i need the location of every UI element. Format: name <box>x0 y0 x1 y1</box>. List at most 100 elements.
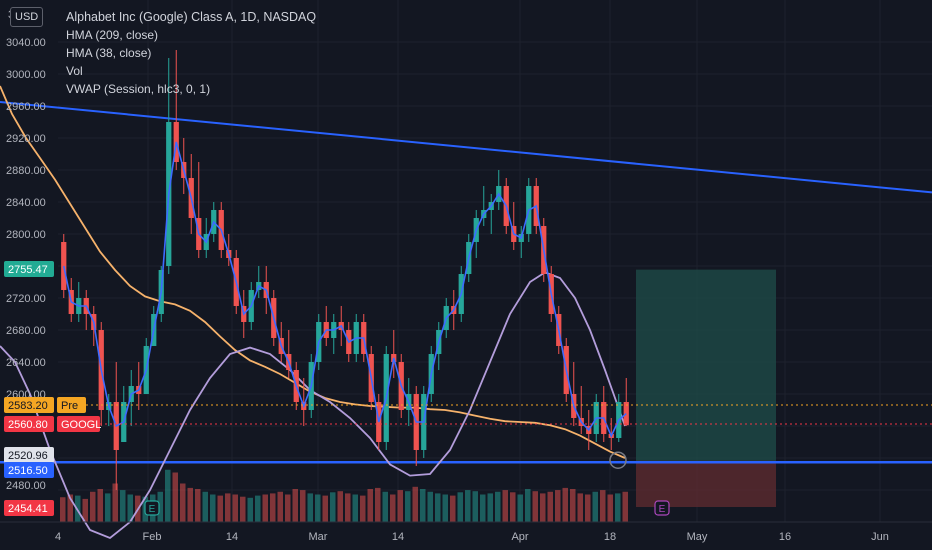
volume-bar <box>165 469 171 522</box>
earnings-marker <box>654 500 670 516</box>
volume-bar <box>622 491 628 522</box>
volume-bar <box>292 489 298 522</box>
time-axis-tick: Jun <box>871 531 889 543</box>
tag-premarket <box>4 397 54 413</box>
volume-bar <box>322 495 328 522</box>
volume-bar <box>210 494 216 522</box>
tag-stop <box>4 500 54 516</box>
price-axis-tick: 2640.00 <box>6 357 46 369</box>
volume-bar <box>307 493 313 522</box>
volume-bar <box>570 489 576 522</box>
volume-bar <box>517 494 523 522</box>
tag-entry <box>4 462 54 478</box>
volume-bar <box>285 494 291 522</box>
volume-bar <box>277 491 283 522</box>
tag-premarket-value: 2583.20 <box>8 400 48 412</box>
volume-bar <box>532 491 538 522</box>
volume-bar <box>187 487 193 522</box>
volume-bar <box>585 494 591 522</box>
volume-bar <box>337 491 343 522</box>
volume-bar <box>382 491 388 522</box>
volume-bar <box>577 493 583 522</box>
legend-volume[interactable]: Vol <box>66 64 83 78</box>
volume-bar <box>300 490 306 522</box>
trend-line <box>0 101 932 194</box>
price-axis-tick: 3040.00 <box>6 37 46 49</box>
symbol-title[interactable]: Alphabet Inc (Google) Class A, 1D, NASDA… <box>66 10 317 24</box>
volume-bar <box>352 494 358 522</box>
volume-bar <box>502 490 508 522</box>
volume-bar <box>592 491 598 522</box>
tag-premarket-label: Pre <box>61 400 78 412</box>
time-axis-tick: 16 <box>779 531 791 543</box>
position-target-zone <box>636 269 776 461</box>
earnings-marker-label: E <box>659 504 666 515</box>
marker-circle <box>609 451 627 469</box>
price-axis-tick: 2480.00 <box>6 480 46 492</box>
price-axis-tick: 2920.00 <box>6 133 46 145</box>
volume-bar <box>202 491 208 522</box>
volume-bar <box>562 487 568 522</box>
vwap-line <box>62 141 627 438</box>
price-axis-tick: 2800.00 <box>6 229 46 241</box>
tag-last-label-bg <box>57 416 100 432</box>
volume-bar <box>472 491 478 522</box>
volume-bar <box>450 495 456 522</box>
time-axis-tick: 18 <box>604 531 616 543</box>
volume-bar <box>600 490 606 522</box>
volume-bar <box>157 491 163 522</box>
volume-bar <box>240 496 246 522</box>
tag-target <box>4 261 54 277</box>
volume-bar <box>225 493 231 522</box>
time-axis-tick: Mar <box>309 531 328 543</box>
time-axis-tick: Apr <box>511 531 528 543</box>
tag-hline-value: 2520.96 <box>8 450 48 462</box>
volume-bar <box>195 489 201 522</box>
volume-bar <box>120 490 126 522</box>
volume-bar <box>465 490 471 522</box>
volume-bar <box>427 491 433 522</box>
volume-bar <box>270 493 276 522</box>
volume-bar <box>540 493 546 522</box>
volume-bar <box>487 493 493 522</box>
volume-bar <box>442 494 448 522</box>
price-axis-tick: 2960.00 <box>6 101 46 113</box>
volume-bar <box>90 491 96 522</box>
legend-vwap[interactable]: VWAP (Session, hlc3, 0, 1) <box>66 82 211 96</box>
legend-hma-38[interactable]: HMA (38, close) <box>66 46 152 60</box>
volume-bar <box>255 495 261 522</box>
time-axis-tick: 4 <box>55 531 61 543</box>
volume-bar <box>180 483 186 522</box>
earnings-marker <box>144 500 160 516</box>
volume-bar <box>375 487 381 522</box>
volume-bar <box>457 492 463 522</box>
volume-bar <box>247 497 253 522</box>
position-stop-zone <box>636 460 776 507</box>
time-axis-tick: Feb <box>143 531 162 543</box>
currency-badge[interactable]: USD <box>10 7 44 27</box>
volume-bar <box>330 492 336 522</box>
price-axis-tick: 3000.00 <box>6 69 46 81</box>
volume-bar <box>360 495 366 522</box>
tag-last-label: GOOGL <box>61 419 101 431</box>
volume-bar <box>555 490 561 522</box>
volume-bar <box>67 494 73 522</box>
volume-bar <box>547 491 553 522</box>
tag-last-value: 2560.80 <box>8 419 48 431</box>
tag-entry-value: 2516.50 <box>8 465 48 477</box>
volume-bar <box>60 497 66 522</box>
volume-bar <box>112 483 118 522</box>
volume-bar <box>105 493 111 522</box>
volume-bar <box>435 493 441 522</box>
tag-premarket-label-bg <box>57 397 86 413</box>
volume-bar <box>315 494 321 522</box>
volume-bar <box>345 493 351 522</box>
volume-bar <box>97 489 103 522</box>
volume-bar <box>405 491 411 522</box>
price-axis-tick: 2840.00 <box>6 197 46 209</box>
legend-hma-209[interactable]: HMA (209, close) <box>66 28 159 42</box>
time-axis-tick: May <box>687 531 708 543</box>
time-axis-tick: 14 <box>392 531 404 543</box>
